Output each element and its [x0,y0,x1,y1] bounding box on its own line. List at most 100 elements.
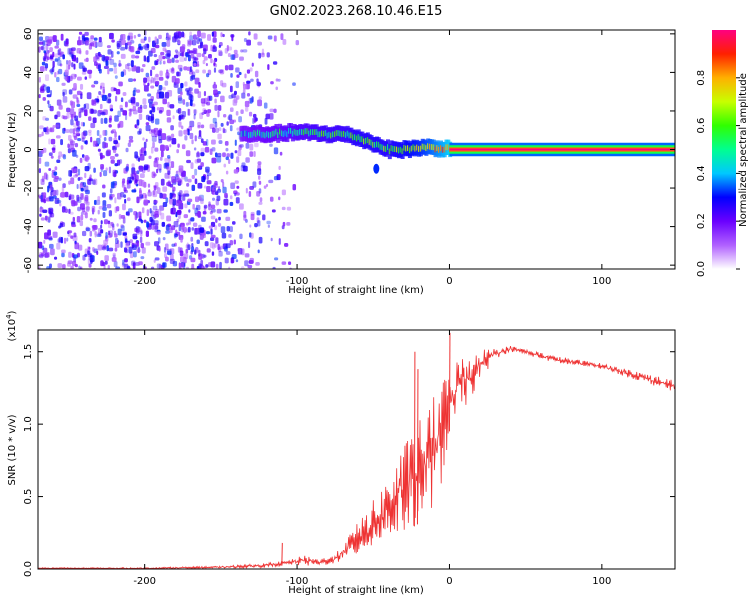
noise-cell [80,214,84,221]
y-tick-label: -20 [23,180,34,196]
noise-cell [239,56,244,61]
noise-cell [76,121,79,126]
noise-cell [98,91,102,96]
noise-cell [65,129,70,134]
noise-cell [110,155,115,160]
noise-cell [150,96,154,101]
noise-cell [196,158,202,163]
noise-cell [267,64,270,70]
noise-cell [73,254,78,259]
noise-cell [93,167,96,173]
noise-cell [73,201,78,206]
noise-cell [46,266,51,269]
noise-cell [229,201,234,206]
noise-cell [152,190,158,198]
noise-cell [173,195,176,201]
noise-cell [80,145,84,150]
noise-cell [210,44,213,52]
noise-cell [177,191,181,196]
noise-cell [194,249,197,255]
noise-cell [88,237,92,243]
noise-cell [140,242,144,249]
noise-cell [249,67,253,72]
noise-cell [167,34,172,42]
noise-cell [212,117,217,124]
noise-cell [74,268,76,269]
noise-cell [175,59,179,63]
noise-cell [180,237,183,243]
noise-cell [124,101,128,108]
noise-cell [108,117,112,123]
noise-cell [59,202,62,207]
noise-cell [204,241,209,247]
noise-cell [239,203,244,210]
noise-cell [138,196,142,201]
noise-cell [244,260,249,267]
noise-cell [210,208,216,213]
noise-cell [215,198,219,206]
noise-cell [281,206,286,211]
noise-cell [172,207,177,213]
noise-cell [218,127,222,132]
noise-cell [150,266,155,269]
noise-cell [181,175,186,180]
noise-cell [52,35,57,42]
noise-cell [111,50,114,58]
noise-cell [89,108,94,114]
x-tick-label: -100 [286,576,309,587]
noise-cell [248,31,251,36]
noise-cell [133,34,137,39]
noise-cell [38,93,41,99]
noise-cell [131,176,135,181]
noise-cell [81,207,86,213]
noise-cell [286,206,292,211]
noise-cell [150,48,156,54]
noise-cell [201,53,205,58]
noise-cell [213,89,218,96]
noise-cell [114,233,118,238]
noise-cell [100,260,104,267]
noise-cell [135,125,139,129]
noise-cell [44,52,47,59]
noise-cell [38,266,41,269]
noise-cell [73,83,77,90]
noise-cell [177,40,181,45]
noise-cell [185,102,191,107]
noise-cell [120,53,126,59]
noise-cell [68,134,72,141]
noise-cell [176,109,180,114]
noise-cell [113,67,118,74]
noise-cell [123,263,129,269]
noise-cell [62,89,68,95]
noise-cell [92,247,95,252]
noise-cell [47,185,50,193]
noise-cell [138,128,142,134]
noise-cell [96,233,102,238]
noise-cell [132,262,136,269]
noise-cell [192,48,198,55]
noise-cell [218,216,221,221]
noise-cell [109,195,112,200]
noise-cell [137,106,143,113]
noise-cell [191,246,195,253]
noise-cell [106,245,109,252]
noise-cell [156,231,161,235]
noise-cell [88,263,92,268]
noise-cell [169,104,175,109]
noise-cell [158,110,163,114]
noise-cell [52,231,58,238]
noise-cell [258,175,261,180]
noise-cell [206,248,211,253]
noise-cell [256,78,259,83]
noise-cell [97,244,103,251]
noise-cell [203,185,207,189]
noise-cell [216,156,222,163]
noise-cell [156,263,162,269]
noise-cell [254,70,259,78]
colorbar-gradient [712,30,736,269]
noise-cell [87,69,93,74]
noise-cell [149,208,152,214]
noise-cell [200,124,205,129]
noise-cell [128,111,132,117]
noise-cell [120,97,124,103]
